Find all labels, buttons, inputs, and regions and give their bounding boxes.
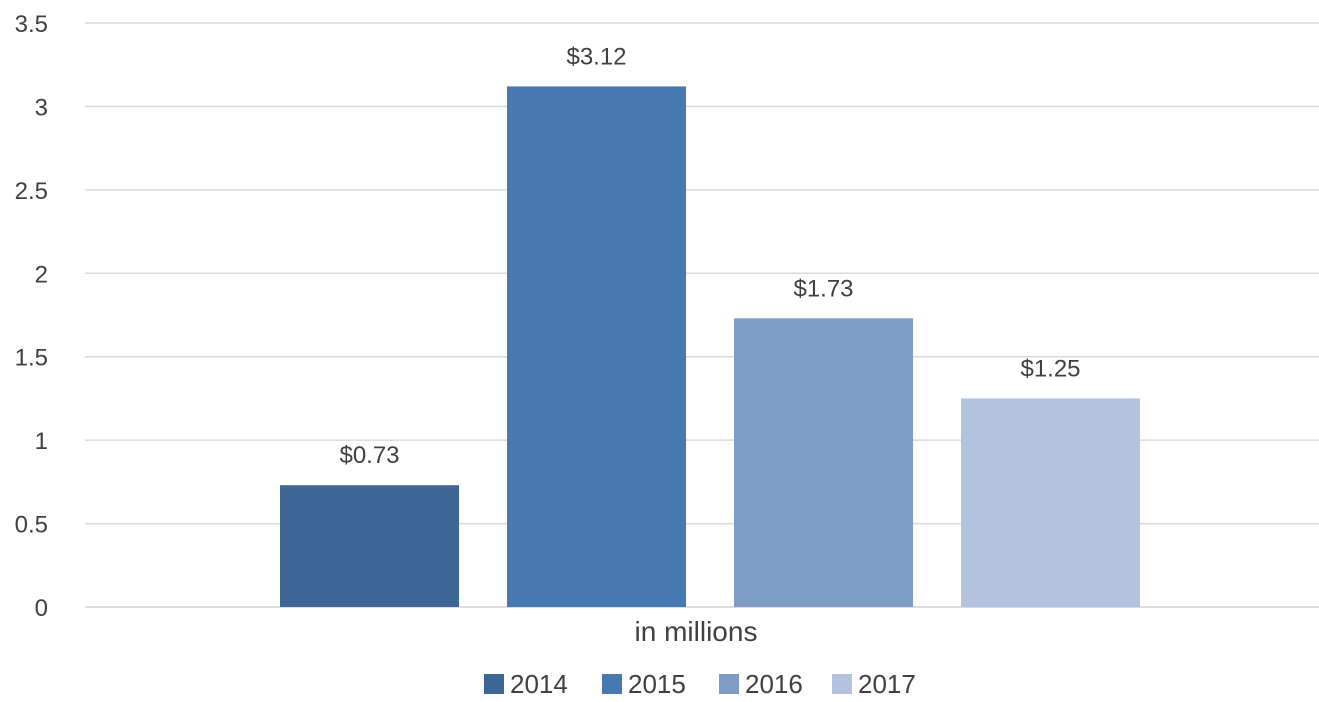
data-label-2015: $3.12	[566, 43, 626, 70]
y-tick-label: 1	[35, 428, 48, 455]
y-axis-ticks: 0 0.5 1 1.5 2 2.5 3 3.5	[15, 11, 48, 622]
bar-2017	[961, 398, 1140, 607]
data-label-2016: $1.73	[793, 275, 853, 302]
legend-swatch-2015	[602, 674, 622, 694]
legend-label-2014: 2014	[510, 669, 568, 697]
bars	[280, 86, 1140, 608]
legend-label-2016: 2016	[745, 669, 803, 697]
y-tick-label: 1.5	[15, 345, 48, 372]
y-tick-label: 2.5	[15, 178, 48, 205]
legend-swatch-2014	[484, 674, 504, 694]
y-tick-label: 3	[35, 94, 48, 121]
data-label-2017: $1.25	[1020, 355, 1080, 382]
legend-swatch-2017	[832, 674, 852, 694]
legend: 2014 2015 2016 2017	[484, 669, 916, 699]
y-tick-label: 0.5	[15, 512, 48, 539]
legend-label-2015: 2015	[628, 669, 686, 697]
y-tick-label: 0	[35, 595, 48, 622]
x-axis-label: in millions	[635, 616, 758, 647]
legend-swatch-2016	[719, 674, 739, 694]
bar-2015	[507, 86, 686, 608]
data-label-2014: $0.73	[339, 442, 399, 469]
y-tick-label: 2	[35, 261, 48, 288]
bar-2014	[280, 485, 459, 607]
data-labels: $0.73 $3.12 $1.73 $1.25	[339, 43, 1080, 469]
legend-label-2017: 2017	[858, 669, 916, 697]
bar-2016	[734, 318, 913, 607]
y-tick-label: 3.5	[15, 11, 48, 38]
